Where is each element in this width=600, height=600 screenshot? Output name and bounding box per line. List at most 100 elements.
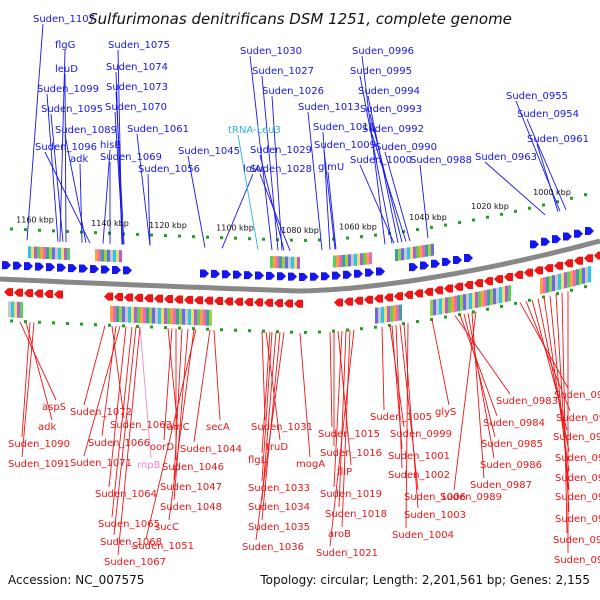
- bottom-leader-line: [113, 326, 137, 536]
- bottom-gene-label: secA: [206, 422, 230, 433]
- cog-block-reverse: [549, 275, 552, 292]
- top-gene-label: Suden_0990: [375, 142, 437, 153]
- bottom-gene-label: Suden_1048: [160, 502, 222, 513]
- forward-gene-arrow: [123, 266, 132, 275]
- reverse-gene-arrow: [424, 287, 433, 296]
- scale-tick-inner: [94, 323, 97, 327]
- cog-block-reverse: [508, 285, 511, 302]
- reverse-gene-arrow: [34, 289, 43, 298]
- reverse-gene-arrow: [184, 295, 193, 304]
- forward-gene-arrow: [332, 271, 341, 280]
- bottom-gene-label: Suden_1051: [132, 541, 194, 552]
- scale-tick-inner: [318, 330, 321, 334]
- cog-block-forward: [28, 246, 31, 259]
- cog-block-reverse: [457, 295, 460, 312]
- cog-block-forward: [46, 247, 49, 260]
- bottom-leader-line: [525, 301, 571, 412]
- cog-block-reverse: [176, 308, 179, 325]
- bottom-gene-label: Suden_0984: [483, 418, 545, 429]
- scale-tick-inner: [444, 315, 447, 319]
- forward-gene-arrow: [365, 268, 374, 277]
- scale-label: 1020 kbp: [471, 202, 509, 211]
- cog-block-reverse: [433, 299, 436, 316]
- cog-block-reverse: [442, 297, 445, 314]
- reverse-gene-arrow: [514, 270, 523, 279]
- cog-block-reverse: [155, 307, 158, 324]
- cog-block-reverse: [381, 306, 384, 323]
- cog-block-reverse: [466, 293, 469, 310]
- top-gene-label: Suden_1056: [138, 164, 200, 175]
- bottom-leader-line: [403, 323, 419, 509]
- scale-tick-inner: [206, 327, 209, 331]
- cog-block-reverse: [499, 287, 502, 304]
- forward-gene-arrow: [431, 259, 440, 268]
- bottom-leader-line: [25, 322, 53, 421]
- top-gene-label: Suden_1011: [313, 122, 375, 133]
- forward-gene-arrow: [266, 271, 275, 280]
- gene-labels: 1160 kbp 1140 kbp 1120 kbp 1100 kbp 1080 kbp…: [8, 14, 600, 568]
- top-gene-label: Suden_1096: [35, 142, 97, 153]
- reverse-gene-arrow: [404, 290, 413, 299]
- scale-tick-outer: [66, 229, 69, 233]
- top-leader-line: [259, 173, 291, 251]
- reverse-gene-arrow: [524, 268, 533, 277]
- feature-tracks: [0, 193, 600, 334]
- scale-tick-outer: [304, 238, 307, 242]
- top-gene-label: Suden_1009: [314, 140, 376, 151]
- reverse-gene-arrow: [364, 295, 373, 304]
- scale-label: 1060 kbp: [339, 222, 377, 231]
- cog-block-reverse: [493, 288, 496, 305]
- scale-tick-outer: [374, 233, 377, 237]
- bottom-gene-label: Suden_0974: [555, 514, 600, 525]
- forward-gene-arrow: [376, 267, 385, 276]
- bottom-leader-line: [21, 322, 35, 458]
- cog-block-reverse: [164, 308, 167, 325]
- reverse-gene-arrow: [474, 279, 483, 288]
- cog-block-reverse: [149, 307, 152, 324]
- top-gene-label: Suden_1099: [37, 84, 99, 95]
- cog-block-forward: [428, 244, 431, 257]
- scale-label: 1120 kbp: [149, 221, 187, 230]
- top-gene-label: lolA: [243, 164, 262, 175]
- cog-block-forward: [282, 256, 285, 269]
- scale-tick-outer: [248, 237, 251, 241]
- cog-block-reverse: [113, 305, 116, 322]
- reverse-gene-arrow: [144, 294, 153, 303]
- bottom-gene-label: Suden_1065: [98, 519, 160, 530]
- top-gene-label: Suden_1069: [100, 152, 162, 163]
- bottom-gene-label: Suden_1044: [180, 444, 242, 455]
- scale-label: 1000 kbp: [533, 188, 571, 197]
- bottom-leader-line: [467, 313, 495, 459]
- reverse-gene-arrow: [224, 297, 233, 306]
- cog-block-forward: [270, 255, 273, 268]
- cog-block-reverse: [555, 274, 558, 291]
- bottom-gene-label: sucC: [155, 522, 179, 533]
- cog-block-forward: [431, 243, 434, 256]
- cog-block-forward: [43, 246, 46, 259]
- cog-block-forward: [294, 256, 297, 269]
- top-leader-line: [115, 91, 125, 245]
- cog-block-reverse: [146, 307, 149, 324]
- reverse-gene-arrow: [434, 286, 443, 295]
- bottom-gene-label: Suden_1001: [388, 451, 450, 462]
- cog-block-forward: [58, 247, 61, 260]
- cog-block-forward: [425, 244, 428, 257]
- cog-block-reverse: [197, 309, 200, 326]
- cog-block-reverse: [475, 291, 478, 308]
- reverse-gene-arrow: [544, 264, 553, 273]
- cog-block-forward: [107, 249, 110, 262]
- reverse-gene-arrow: [254, 298, 263, 307]
- scale-tick-outer: [500, 212, 503, 216]
- scale-tick-inner: [556, 292, 559, 296]
- scale-tick-inner: [458, 313, 461, 317]
- bottom-gene-label: Suden_0983: [496, 396, 558, 407]
- top-gene-label: Suden_0954: [517, 109, 579, 120]
- top-gene-label: hisB: [100, 140, 121, 151]
- bottom-gene-label: Suden_1064: [95, 489, 157, 500]
- cog-block-forward: [288, 256, 291, 269]
- cog-block-reverse: [161, 307, 164, 324]
- cog-block-reverse: [436, 298, 439, 315]
- cog-block-reverse: [472, 292, 475, 309]
- cog-block-reverse: [505, 285, 508, 302]
